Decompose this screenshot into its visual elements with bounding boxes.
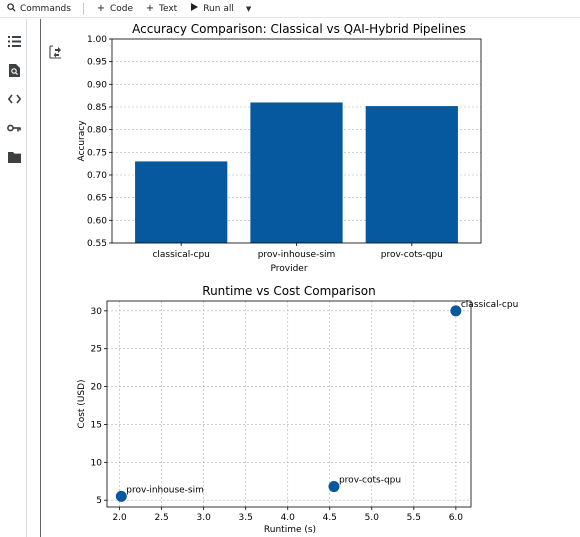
scatter-xtick-label: 5.5 [407,513,421,523]
scatter-xtick-label: 2.0 [112,513,127,523]
scatter-chart-xlabel: Runtime (s) [264,525,316,535]
key-icon[interactable] [6,121,22,135]
scatter-chart-title: Runtime vs Cost Comparison [202,284,375,298]
caret-down-icon: ▼ [245,4,252,13]
point-label: prov-cots-qpu [339,476,401,486]
scatter-ytick-label: 30 [91,307,103,317]
scatter-chart: Runtime vs Cost Comparison classical-cpu… [77,284,518,535]
bar-ytick-label: 0.85 [87,103,107,113]
scatter-xtick-label: 3.5 [239,513,253,523]
scatter-ytick-label: 10 [91,458,103,468]
scatter-xtick-label: 4.0 [281,513,296,523]
bar-ytick-label: 0.60 [87,216,107,226]
commands-label: Commands [20,3,71,14]
cell-output: Accuracy Comparison: Classical vs QAI-Hy… [41,19,580,537]
scatter-xtick-label: 5.0 [365,513,380,523]
notebook-toolbar: Commands + Code + Text Run all ▼ [0,0,580,18]
scatter-chart-ylabel: Cost (USD) [77,379,87,428]
scatter-ytick-label: 20 [91,383,103,393]
folder-icon[interactable] [6,150,22,164]
scatter-ytick-label: 15 [91,420,102,430]
left-sidebar [0,19,27,537]
scatter-xtick-label: 6.0 [449,513,464,523]
scatter-ytick-label: 5 [96,496,102,506]
add-code-button[interactable]: + Code [96,3,133,14]
table-of-contents-icon[interactable] [6,34,22,48]
bar-ytick-label: 0.55 [87,239,107,249]
run-all-label: Run all [203,3,234,14]
bar-ytick-label: 1.00 [87,35,107,45]
text-label: Text [159,3,178,14]
run-menu-dropdown[interactable]: ▼ [246,5,251,13]
play-icon [189,3,199,14]
find-icon[interactable] [6,63,22,77]
point-label: classical-cpu [461,300,518,310]
bar-ytick-label: 0.95 [87,58,107,68]
add-text-button[interactable]: + Text [145,3,177,14]
bar-ytick-label: 0.90 [87,80,107,90]
run-all-button[interactable]: Run all [189,3,234,14]
plus-icon: + [96,3,106,14]
scatter-xtick-label: 4.5 [323,513,337,523]
toolbar-divider [82,2,84,15]
commands-button[interactable]: Commands [6,2,71,15]
bar-chart-ylabel: Accuracy [77,120,87,162]
output-toggle-icon[interactable] [49,44,62,59]
bar-ytick-label: 0.75 [87,148,107,158]
scatter-xtick-label: 2.5 [154,513,168,523]
scatter-chart-frame [106,300,472,508]
search-icon [6,2,16,15]
point-label: prov-inhouse-sim [126,485,204,495]
point-prov-cots-qpu [328,481,340,493]
bar-ytick-label: 0.65 [87,194,107,204]
scatter-xtick-label: 3.0 [197,513,212,523]
scatter-ytick-label: 25 [91,345,102,355]
bar-prov-cots-qpu [365,106,458,244]
bar-classical-cpu [135,161,228,243]
bar-chart-title: Accuracy Comparison: Classical vs QAI-Hy… [132,22,466,36]
bar-xtick-label: prov-cots-qpu [381,250,443,260]
bar-ytick-label: 0.70 [87,171,107,181]
bar-chart: Accuracy Comparison: Classical vs QAI-Hy… [77,22,482,274]
bar-ytick-label: 0.80 [87,126,107,136]
cell-gutter-line [40,19,41,537]
code-snippets-icon[interactable] [6,92,22,106]
bar-xtick-label: classical-cpu [152,250,209,260]
figure: Accuracy Comparison: Classical vs QAI-Hy… [77,22,518,535]
code-label: Code [109,3,133,14]
point-prov-inhouse-sim [115,490,127,502]
bar-prov-inhouse-sim [250,102,343,243]
plus-icon: + [145,3,155,14]
bar-xtick-label: prov-inhouse-sim [258,250,336,260]
point-classical-cpu [450,305,462,317]
bar-chart-xlabel: Provider [270,264,307,274]
